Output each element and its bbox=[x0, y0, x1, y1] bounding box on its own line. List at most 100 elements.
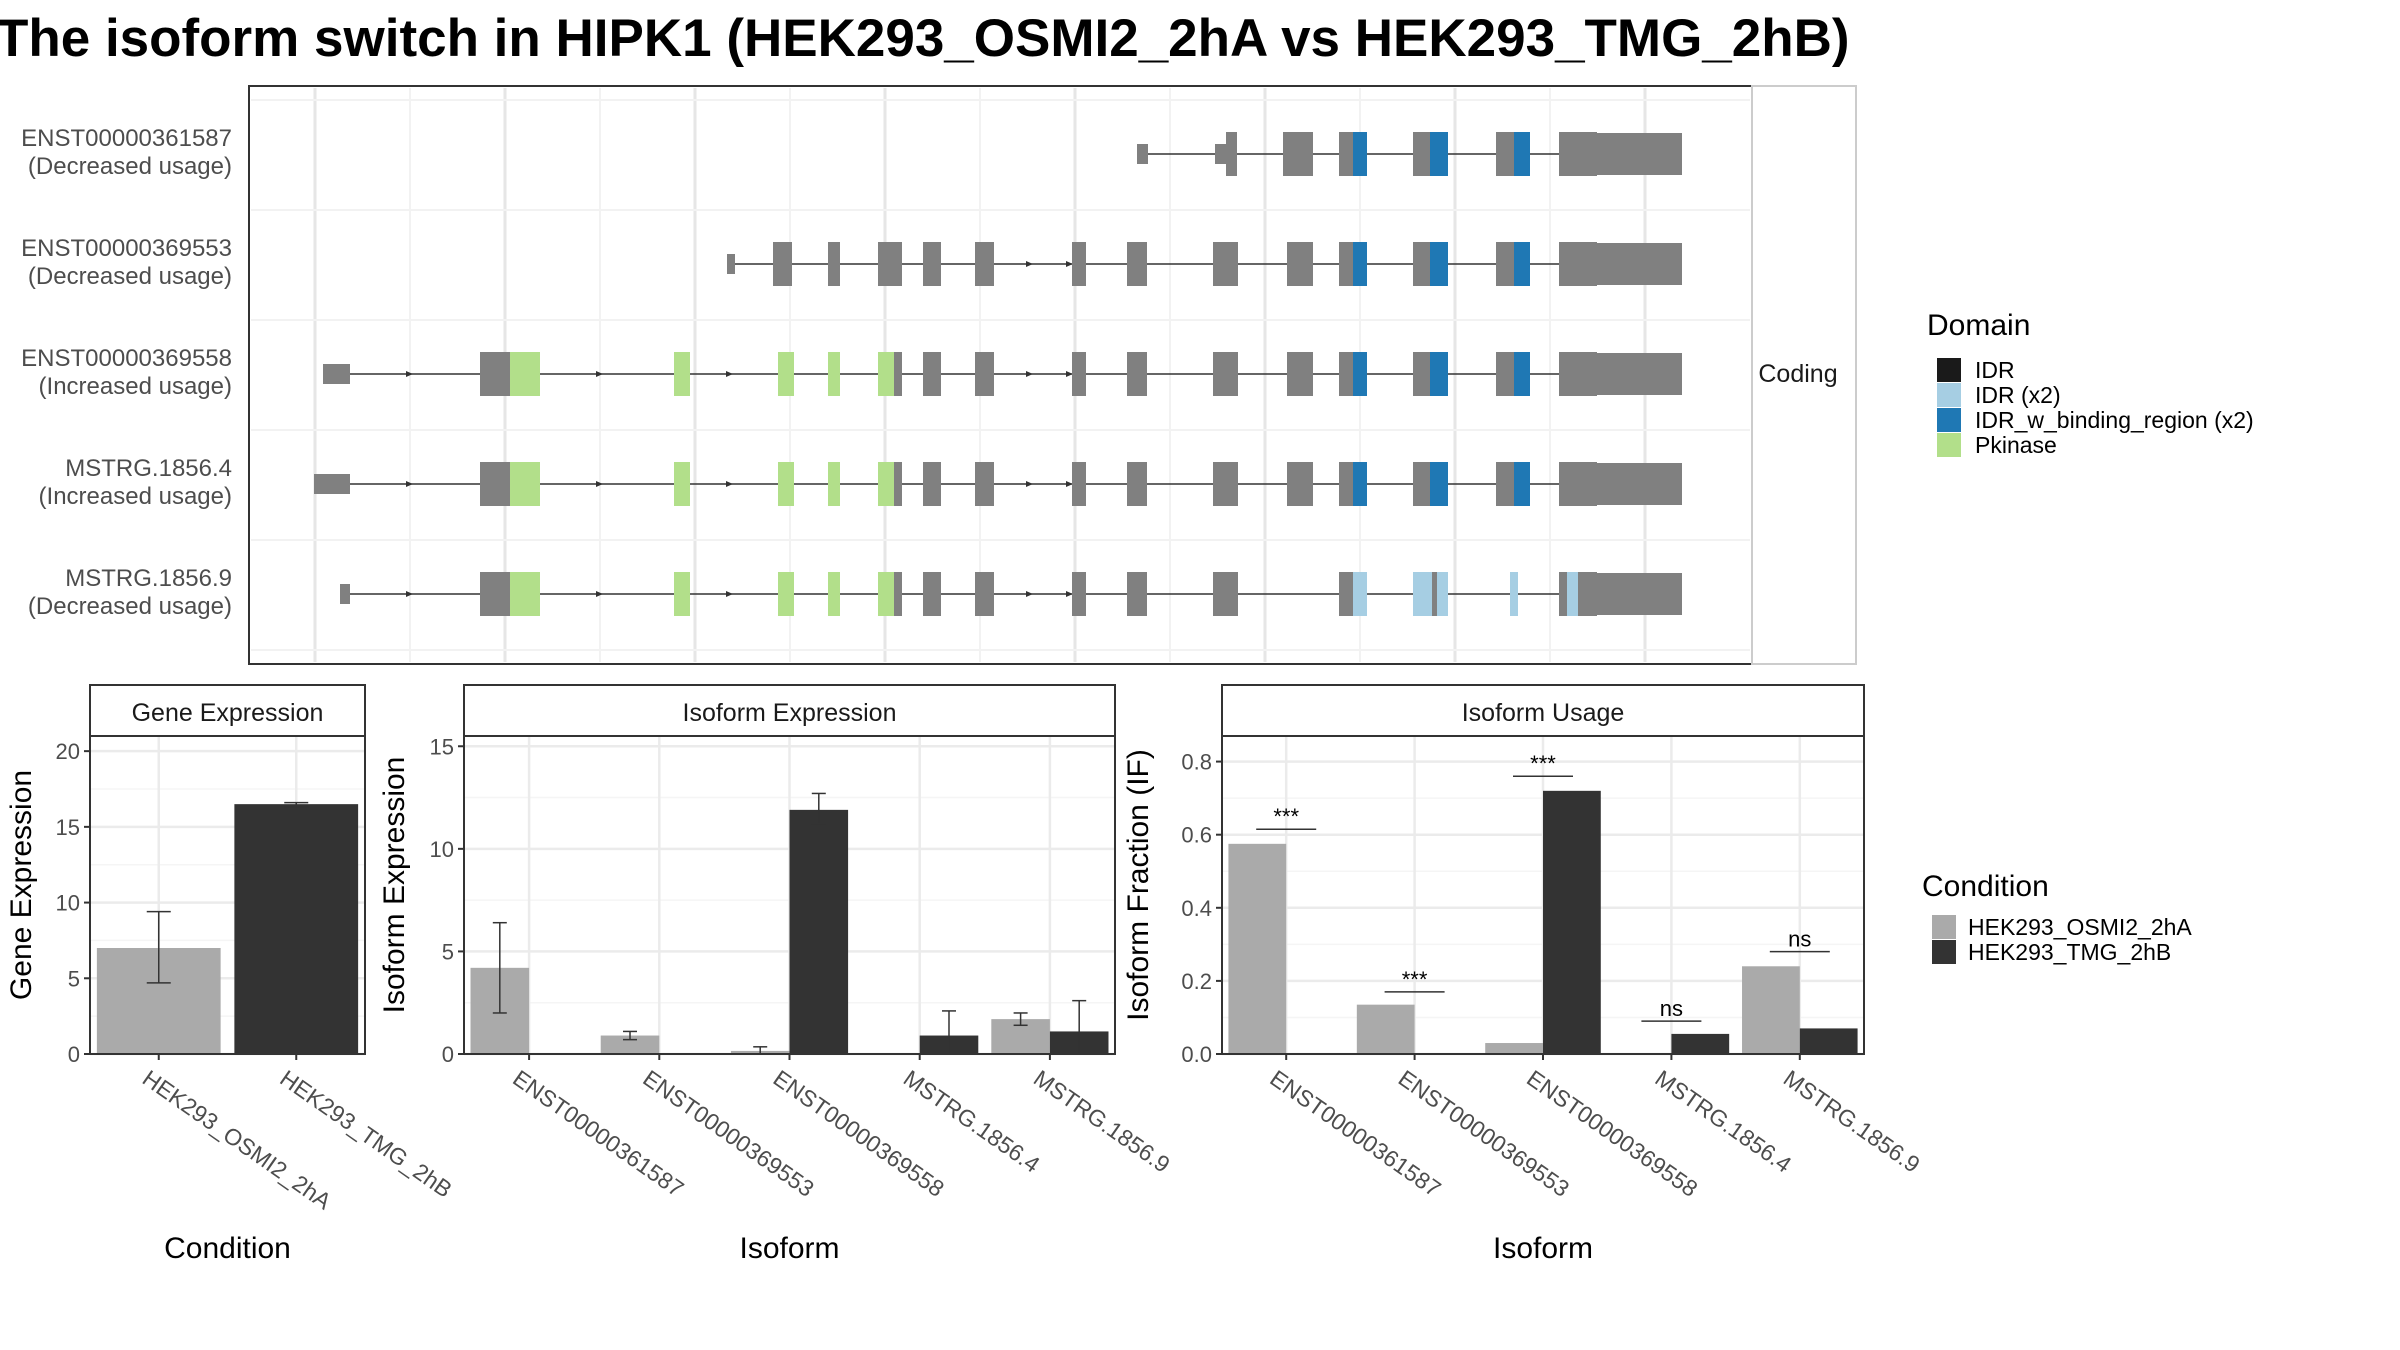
exon bbox=[1072, 352, 1086, 396]
exon bbox=[1559, 132, 1597, 176]
strand-arrow bbox=[1066, 261, 1073, 267]
y-tick-label: 0.6 bbox=[1181, 823, 1212, 848]
exon bbox=[1432, 572, 1437, 616]
condition-legend-key bbox=[1932, 940, 1956, 964]
exon bbox=[1230, 132, 1237, 176]
panel-border bbox=[89, 735, 366, 1055]
isoform-expression-chart: Isoform Expression051015ENST00000361587E… bbox=[378, 684, 1175, 1265]
exon bbox=[1413, 352, 1430, 396]
strand-arrow bbox=[1066, 591, 1073, 597]
exon bbox=[1597, 463, 1682, 505]
exon bbox=[1339, 352, 1353, 396]
exon bbox=[1287, 132, 1313, 176]
bar bbox=[1485, 1043, 1543, 1054]
x-axis-title: Isoform bbox=[739, 1232, 839, 1265]
exon bbox=[314, 474, 350, 494]
strand-arrow bbox=[1066, 481, 1073, 487]
exon bbox=[1127, 352, 1147, 396]
pkinase-domain bbox=[878, 352, 894, 396]
exon bbox=[828, 242, 840, 286]
exon bbox=[975, 462, 994, 506]
strand-arrow bbox=[1066, 371, 1073, 377]
exon bbox=[1339, 132, 1353, 176]
x-tick-label: MSTRG.1856.9 bbox=[1779, 1065, 1925, 1178]
exon bbox=[923, 572, 941, 616]
idr-binding-domain bbox=[1437, 572, 1448, 616]
exon bbox=[923, 242, 941, 286]
pkinase-domain bbox=[674, 352, 690, 396]
idr-binding-domain bbox=[1413, 572, 1432, 616]
y-tick-label: 0.0 bbox=[1181, 1042, 1212, 1067]
exon bbox=[340, 584, 350, 604]
pkinase-domain bbox=[878, 572, 894, 616]
idr-binding-domain bbox=[1353, 242, 1367, 286]
y-tick-label: 15 bbox=[430, 734, 454, 759]
strand-arrow bbox=[406, 371, 413, 377]
idr-binding-domain bbox=[1353, 352, 1367, 396]
pkinase-domain bbox=[510, 352, 540, 396]
exon bbox=[1287, 462, 1313, 506]
idr-binding-domain bbox=[1514, 132, 1530, 176]
panel-title: Isoform Usage bbox=[1462, 699, 1625, 727]
transcript-row: ENST00000361587(Decreased usage) bbox=[21, 125, 1682, 180]
exon bbox=[1496, 132, 1514, 176]
pkinase-domain bbox=[828, 352, 840, 396]
pkinase-domain bbox=[828, 572, 840, 616]
exon bbox=[1213, 242, 1238, 286]
strand-arrow bbox=[1026, 591, 1033, 597]
exon bbox=[1283, 132, 1290, 176]
idr-binding-domain bbox=[1353, 572, 1367, 616]
condition-legend-title: Condition bbox=[1922, 870, 2049, 903]
idr-binding-domain bbox=[1510, 572, 1518, 616]
transcript-row: MSTRG.1856.4(Increased usage) bbox=[39, 455, 1682, 510]
figure-title: The isoform switch in HIPK1 (HEK293_OSMI… bbox=[0, 9, 1850, 68]
panel-title-strip bbox=[89, 684, 366, 737]
exon bbox=[923, 352, 941, 396]
domain-legend-key bbox=[1937, 358, 1961, 382]
transcript-id-label: ENST00000369553 bbox=[21, 235, 232, 262]
domain-legend-label: IDR bbox=[1975, 357, 2015, 383]
x-axis-title: Isoform bbox=[1493, 1232, 1593, 1265]
y-tick-label: 15 bbox=[56, 815, 80, 840]
transcript-id-label: ENST00000369558 bbox=[21, 345, 232, 372]
y-tick-label: 0 bbox=[442, 1042, 454, 1067]
transcript-row: ENST00000369553(Decreased usage) bbox=[21, 235, 1682, 290]
bar bbox=[789, 809, 849, 1054]
exon bbox=[1496, 462, 1514, 506]
strand-arrow bbox=[1026, 371, 1033, 377]
y-tick-label: 10 bbox=[56, 891, 80, 916]
y-tick-label: 10 bbox=[430, 837, 454, 862]
exon bbox=[1287, 242, 1313, 286]
exon bbox=[1496, 352, 1514, 396]
exon bbox=[1127, 242, 1147, 286]
y-axis-title: Isoform Expression bbox=[378, 757, 411, 1014]
significance-label: *** bbox=[1530, 751, 1556, 776]
exon bbox=[1213, 462, 1238, 506]
domain-legend-label: IDR_w_binding_region (x2) bbox=[1975, 407, 2254, 433]
strand-arrow bbox=[726, 481, 733, 487]
coding-strip bbox=[1751, 85, 1857, 665]
pkinase-domain bbox=[510, 572, 540, 616]
coding-strip-label: Coding bbox=[1758, 360, 1837, 388]
transcript-usage-label: (Increased usage) bbox=[39, 373, 232, 400]
significance-label: ns bbox=[1660, 996, 1683, 1021]
exon bbox=[480, 352, 510, 396]
exon bbox=[1578, 572, 1597, 616]
panel-title-strip bbox=[463, 684, 1116, 737]
idr-binding-domain bbox=[1514, 462, 1530, 506]
bar bbox=[234, 804, 359, 1054]
transcript-rows: ENST00000361587(Decreased usage) ENST0000… bbox=[21, 125, 1682, 620]
transcript-id-label: MSTRG.1856.9 bbox=[65, 565, 232, 592]
y-tick-label: 0 bbox=[68, 1042, 80, 1067]
idr-binding-domain bbox=[1353, 132, 1367, 176]
panel-title: Gene Expression bbox=[132, 699, 324, 727]
exon bbox=[1559, 572, 1567, 616]
strand-arrow bbox=[406, 481, 413, 487]
exon bbox=[923, 462, 941, 506]
exon bbox=[1597, 353, 1682, 395]
exon bbox=[1072, 462, 1086, 506]
exon bbox=[773, 242, 792, 286]
transcript-usage-label: (Decreased usage) bbox=[28, 153, 232, 180]
exon bbox=[1413, 462, 1430, 506]
